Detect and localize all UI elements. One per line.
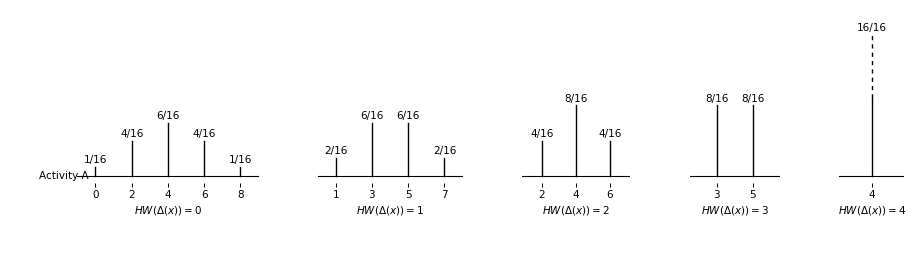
X-axis label: $\mathit{HW}(\Delta(x))=0$: $\mathit{HW}(\Delta(x))=0$ xyxy=(134,204,202,217)
X-axis label: $\mathit{HW}(\Delta(x))=1$: $\mathit{HW}(\Delta(x))=1$ xyxy=(356,204,424,217)
X-axis label: $\mathit{HW}(\Delta(x))=3$: $\mathit{HW}(\Delta(x))=3$ xyxy=(701,204,769,217)
Text: 4/16: 4/16 xyxy=(120,129,144,139)
Text: 6/16: 6/16 xyxy=(396,111,420,121)
Text: 4/16: 4/16 xyxy=(530,129,554,139)
Text: 6/16: 6/16 xyxy=(156,111,180,121)
Text: Activity A: Activity A xyxy=(39,171,88,181)
Text: 16/16: 16/16 xyxy=(857,23,887,33)
Text: 4/16: 4/16 xyxy=(598,129,622,139)
X-axis label: $\mathit{HW}(\Delta(x))=2$: $\mathit{HW}(\Delta(x))=2$ xyxy=(542,204,610,217)
X-axis label: $\mathit{HW}(\Delta(x))=4$: $\mathit{HW}(\Delta(x))=4$ xyxy=(838,204,906,217)
Text: 4/16: 4/16 xyxy=(193,129,215,139)
Text: 8/16: 8/16 xyxy=(564,94,588,104)
Text: 2/16: 2/16 xyxy=(433,146,456,156)
Text: 8/16: 8/16 xyxy=(741,94,764,104)
Text: 6/16: 6/16 xyxy=(360,111,384,121)
Text: 8/16: 8/16 xyxy=(705,94,728,104)
Text: 1/16: 1/16 xyxy=(229,155,252,165)
Text: 2/16: 2/16 xyxy=(324,146,347,156)
Text: 1/16: 1/16 xyxy=(84,155,107,165)
